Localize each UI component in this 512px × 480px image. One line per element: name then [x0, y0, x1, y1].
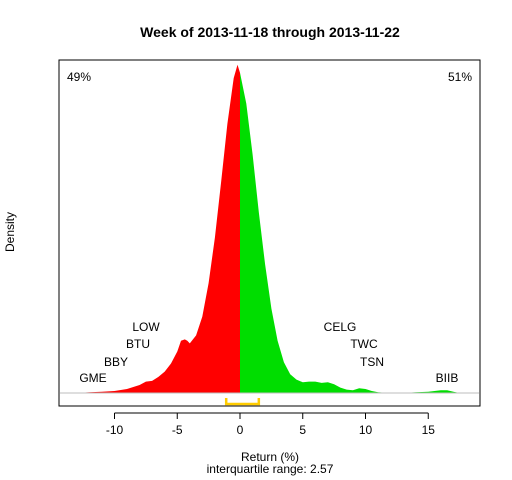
x-tick-label: 0 — [237, 423, 244, 437]
chart-title: Week of 2013-11-18 through 2013-11-22 — [140, 24, 400, 40]
ticker-label: BTU — [126, 337, 150, 351]
x-tick-label: 10 — [359, 423, 373, 437]
x-axis: -10 -5 0 5 10 15 — [106, 412, 436, 437]
ticker-label: TSN — [360, 355, 384, 369]
ticker-label: BBY — [104, 355, 128, 369]
x-tick-label: -10 — [106, 423, 124, 437]
y-axis-label: Density — [3, 212, 17, 252]
iqr-caption: interquartile range: 2.57 — [207, 462, 334, 476]
right-percent-label: 51% — [448, 70, 472, 84]
plot-frame — [58, 59, 481, 407]
x-axis-label: Return (%) — [241, 450, 299, 464]
left-percent-label: 49% — [67, 70, 91, 84]
positive-return-area — [240, 72, 466, 393]
iqr-bracket — [224, 398, 261, 406]
ticker-label: LOW — [132, 320, 160, 334]
ticker-labels-left: LOW BTU BBY GME — [79, 320, 160, 385]
ticker-label: BIIB — [436, 371, 459, 385]
x-tick-label: 5 — [299, 423, 306, 437]
negative-return-area — [76, 64, 240, 393]
plot-area — [58, 59, 481, 407]
x-tick-label: -5 — [172, 423, 183, 437]
ticker-label: GME — [79, 371, 106, 385]
x-tick-label: 15 — [422, 423, 436, 437]
ticker-label: CELG — [324, 320, 357, 334]
ticker-labels-right: CELG TWC TSN BIIB — [324, 320, 459, 385]
ticker-label: TWC — [350, 337, 378, 351]
